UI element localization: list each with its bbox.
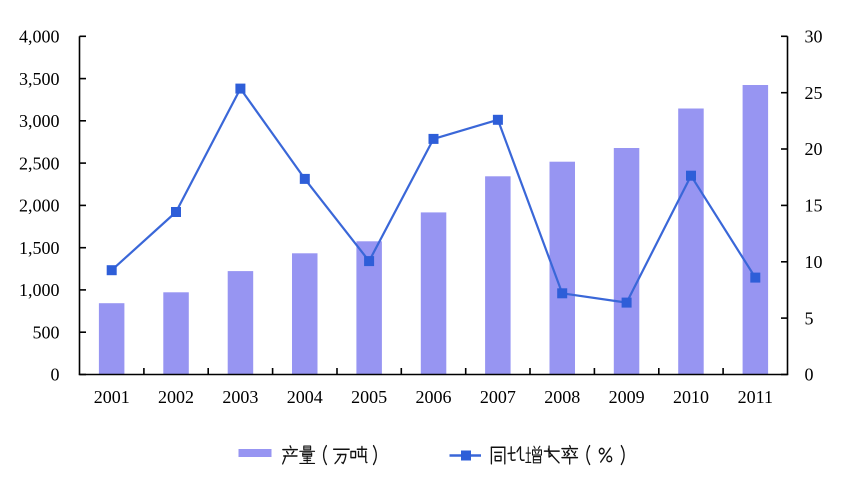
svg-text:2006: 2006 [416,387,452,407]
svg-text:2009: 2009 [609,387,645,407]
svg-text:2,500: 2,500 [19,153,60,173]
svg-text:25: 25 [805,83,823,103]
svg-text:2011: 2011 [738,387,773,407]
svg-text:2,000: 2,000 [19,196,60,216]
svg-text:1,500: 1,500 [19,238,60,258]
svg-text:500: 500 [33,322,60,342]
svg-text:2004: 2004 [287,387,323,407]
svg-text:0: 0 [51,365,60,385]
svg-text:0: 0 [805,365,814,385]
svg-text:2010: 2010 [673,387,709,407]
svg-text:10: 10 [805,252,823,272]
svg-text:2007: 2007 [480,387,516,407]
svg-text:20: 20 [805,139,823,159]
svg-text:3,000: 3,000 [19,111,60,131]
svg-text:2002: 2002 [158,387,194,407]
svg-text:2005: 2005 [351,387,387,407]
svg-text:15: 15 [805,196,823,216]
svg-text:2003: 2003 [222,387,258,407]
svg-text:5: 5 [805,308,814,328]
svg-text:2008: 2008 [544,387,580,407]
svg-text:4,000: 4,000 [19,27,60,47]
svg-text:30: 30 [805,27,823,47]
svg-text:2001: 2001 [94,387,130,407]
svg-text:3,500: 3,500 [19,69,60,89]
svg-text:1,000: 1,000 [19,280,60,300]
